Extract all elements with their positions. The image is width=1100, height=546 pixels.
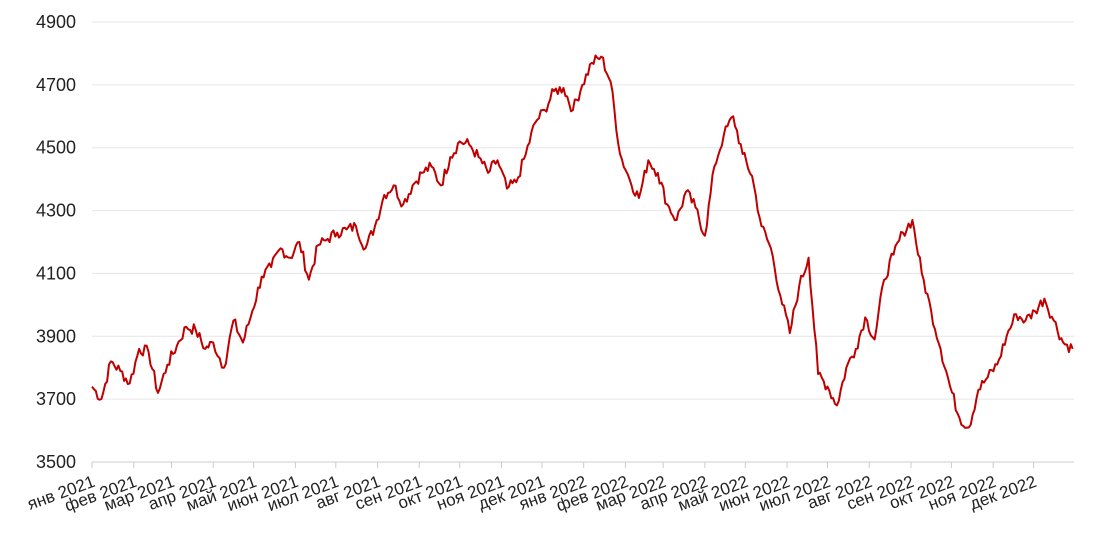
y-tick-label: 4300 xyxy=(36,201,76,221)
y-axis-tick-labels: 3500 3700 3900 4100 4300 4500 4700 4900 xyxy=(36,12,76,472)
series-line xyxy=(91,54,1074,429)
y-tick-label: 4500 xyxy=(36,138,76,158)
y-tick-label: 3500 xyxy=(36,452,76,472)
gridlines xyxy=(92,21,1074,463)
series-layer xyxy=(91,54,1074,429)
y-tick-label: 3900 xyxy=(36,326,76,346)
y-tick-label: 4100 xyxy=(36,263,76,283)
y-tick-label: 4700 xyxy=(36,75,76,95)
y-tick-label: 3700 xyxy=(36,389,76,409)
y-tick-label: 4900 xyxy=(36,12,76,32)
